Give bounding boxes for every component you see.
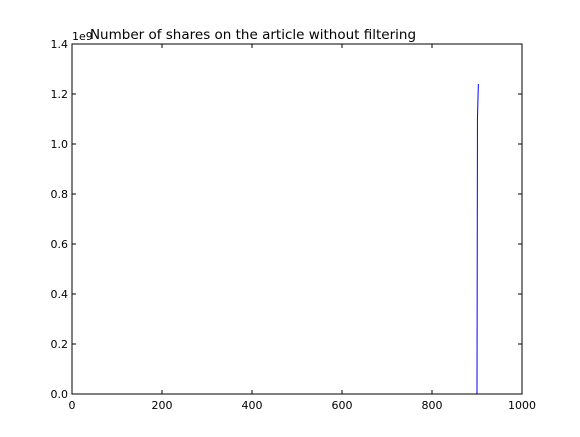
y-offset-label: 1e9 bbox=[72, 30, 93, 43]
series-line bbox=[72, 83, 479, 395]
x-tick-label: 800 bbox=[422, 399, 443, 412]
x-tick-label: 1000 bbox=[508, 399, 536, 412]
y-tick-label: 1.0 bbox=[51, 138, 69, 151]
y-tick-label: 0.2 bbox=[51, 338, 69, 351]
x-tick-label: 200 bbox=[152, 399, 173, 412]
plot-area-frame bbox=[71, 43, 523, 395]
ticks-layer: 0 200 400 600 800 1000 0.0 0.2 0.4 0.6 0.8 1.0 1.2 1.… bbox=[51, 38, 537, 412]
chart-title: Number of shares on the article without … bbox=[90, 27, 416, 43]
y-tick-label: 0.6 bbox=[51, 238, 69, 251]
y-tick-label: 1.4 bbox=[51, 38, 69, 51]
y-tick-label: 0.8 bbox=[51, 188, 69, 201]
x-tick-label: 600 bbox=[332, 399, 353, 412]
y-tick-label: 0.0 bbox=[51, 388, 69, 401]
series-layer bbox=[72, 83, 479, 395]
y-tick-label: 0.4 bbox=[51, 288, 69, 301]
y-tick-label: 1.2 bbox=[51, 88, 69, 101]
x-tick-label: 0 bbox=[69, 399, 76, 412]
x-tick-label: 400 bbox=[242, 399, 263, 412]
